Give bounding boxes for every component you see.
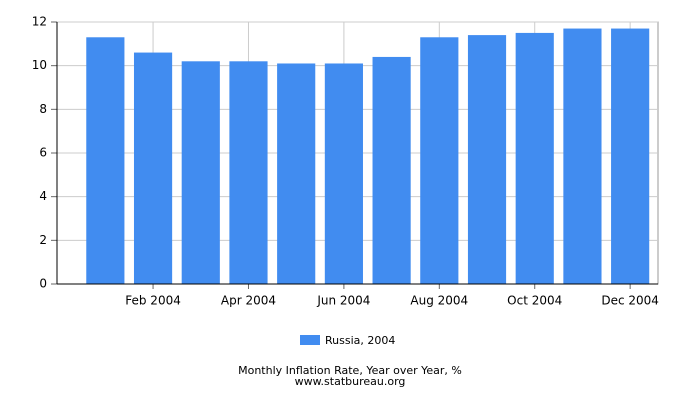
x-tick-label: Feb 2004 <box>125 294 181 308</box>
bar <box>420 37 459 285</box>
x-tick-label: Aug 2004 <box>410 294 468 308</box>
legend-label: Russia, 2004 <box>325 334 395 347</box>
bar <box>563 28 602 284</box>
bar <box>372 56 411 284</box>
bar <box>229 61 268 284</box>
legend-swatch <box>300 335 320 345</box>
y-tick-label: 4 <box>39 189 47 203</box>
y-tick-label: 12 <box>32 15 47 29</box>
y-tick-label: 8 <box>39 102 47 116</box>
x-tick-label: Dec 2004 <box>601 294 659 308</box>
bar <box>133 52 173 284</box>
y-tick-label: 6 <box>39 146 47 160</box>
y-tick-label: 0 <box>39 277 47 291</box>
bar <box>467 35 507 284</box>
x-tick-label: Jun 2004 <box>316 294 370 308</box>
bar <box>86 37 125 285</box>
y-tick-label: 10 <box>32 58 47 72</box>
bar <box>277 63 316 284</box>
x-tick-label: Oct 2004 <box>507 294 562 308</box>
chart-title: Monthly Inflation Rate, Year over Year, … <box>238 364 462 377</box>
bar <box>611 28 650 284</box>
y-tick-label: 2 <box>39 233 47 247</box>
bar <box>181 61 220 284</box>
chart-subtitle: www.statbureau.org <box>295 375 406 388</box>
bar <box>324 63 363 284</box>
bar <box>515 32 554 284</box>
x-tick-label: Apr 2004 <box>221 294 276 308</box>
